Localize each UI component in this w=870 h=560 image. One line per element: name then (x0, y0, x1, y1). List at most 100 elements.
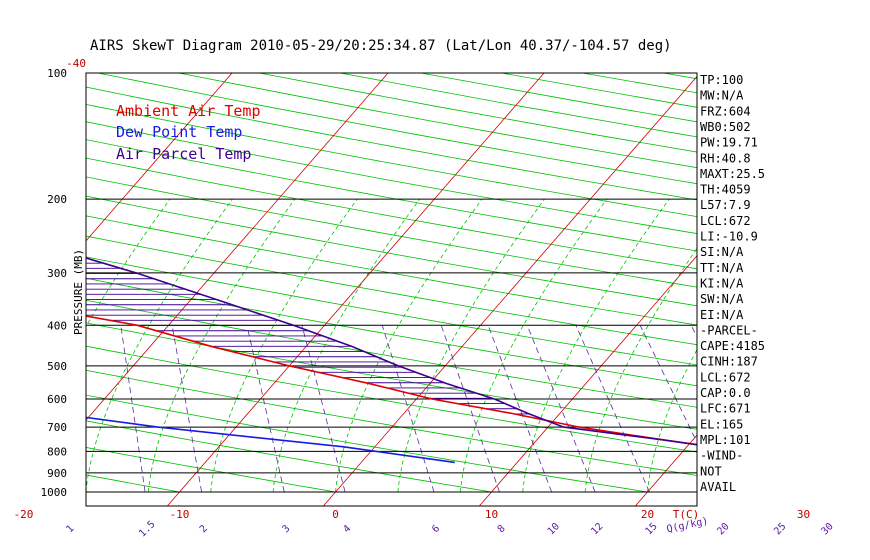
chart-title: AIRS SkewT Diagram 2010-05-29/20:25:34.8… (90, 38, 672, 54)
mixing-ratio-line (801, 325, 870, 492)
moist-adiabat (772, 199, 870, 492)
dry-adiabat (86, 277, 697, 387)
moist-adiabat (86, 198, 171, 328)
temp-tick-label: -20 (14, 508, 34, 521)
isotherm (167, 73, 545, 506)
mixing-ratio-line (120, 325, 146, 493)
isotherm (479, 255, 697, 506)
dewpoint-line (86, 416, 455, 464)
index-label: RH:40.8 (700, 151, 751, 165)
mixing-ratio-line (526, 325, 596, 493)
isotherm (0, 73, 76, 506)
moist-adiabat (522, 198, 670, 493)
mixing-ratio-tick-label: 30 (819, 521, 835, 537)
dry-adiabat (86, 139, 697, 252)
index-label: MW:N/A (700, 89, 744, 103)
moist-adiabat (147, 198, 296, 493)
dry-adiabat (86, 157, 697, 270)
plot-frame (85, 72, 698, 507)
mixing-ratio-tick-label: 2 (198, 523, 210, 535)
dry-adiabat (86, 215, 697, 326)
mixing-ratio-tick-label: 25 (772, 521, 788, 537)
moist-adiabat (584, 247, 697, 493)
moist-adiabat (210, 198, 358, 493)
index-label: -PARCEL- (700, 323, 758, 337)
mixing-ratio-tick-label: 1.5 (137, 519, 158, 540)
index-label: FRZ:604 (700, 104, 751, 118)
mixing-ratio-line (301, 325, 346, 493)
moist-adiabat (335, 198, 483, 493)
temp-tick-label: -10 (170, 508, 190, 521)
pressure-tick-label: 1000 (41, 486, 68, 499)
isotherm (323, 75, 697, 506)
mixing-ratio-tick-label: 6 (430, 523, 442, 535)
legend-parcel: Air Parcel Temp (116, 145, 251, 163)
dry-adiabat (86, 235, 697, 346)
moist-adiabat (397, 198, 545, 493)
index-label: AVAIL (700, 480, 736, 494)
index-label: L57:7.9 (700, 198, 751, 212)
top-temp-tick-label: -40 (66, 57, 86, 70)
mixing-ratio-line (246, 325, 285, 493)
pressure-tick-label: 300 (47, 267, 67, 280)
dry-adiabat (340, 73, 697, 138)
mixing-ratio-tick-label: 8 (496, 523, 508, 535)
dry-adiabat (86, 299, 697, 408)
dry-adiabat (86, 369, 697, 476)
pressure-tick-label: 700 (47, 421, 67, 434)
temp-unit-label: T(C) (673, 508, 700, 521)
temp-tick-label: 20 (641, 508, 654, 521)
pressure-tick-label: 200 (47, 193, 67, 206)
index-label: CAP:0.0 (700, 386, 751, 400)
index-label: LFC:671 (700, 402, 751, 416)
temp-tick-label: 0 (332, 508, 339, 521)
index-label: TP:100 (700, 73, 743, 87)
isotherm (86, 73, 233, 242)
pressure-tick-label: 800 (47, 445, 67, 458)
mixing-ratio-line (575, 325, 650, 493)
dry-adiabat (259, 73, 697, 153)
dry-adiabat (0, 73, 24, 492)
moist-adiabat (459, 198, 608, 493)
dry-adiabat (86, 420, 492, 493)
temp-tick-label: 30 (797, 508, 810, 521)
isotherm (791, 73, 870, 506)
dry-adiabat (86, 447, 336, 493)
index-label: EL:165 (700, 417, 743, 431)
mixing-ratio-tick-label: 12 (589, 521, 605, 537)
dry-adiabat (178, 73, 697, 169)
dry-adiabat (86, 176, 697, 288)
pressure-tick-label: 500 (47, 360, 67, 373)
moist-adiabat (272, 198, 420, 493)
index-label: PW:19.71 (700, 136, 758, 150)
mixing-ratio-tick-label: 1 (65, 523, 77, 535)
dry-adiabat (86, 195, 697, 307)
dry-adiabat (86, 345, 697, 453)
y-axis-label: PRESSURE (MB) (72, 249, 85, 335)
mixing-ratio-tick-label: 15 (643, 521, 659, 537)
legend-dewpoint: Dew Point Temp (116, 123, 242, 141)
legend-ambient: Ambient Air Temp (116, 102, 261, 120)
index-label: MAXT:25.5 (700, 167, 765, 181)
mixing-ratio-line (171, 325, 203, 493)
mixing-ratio-line (381, 325, 435, 493)
index-label: TH:4059 (700, 183, 751, 197)
index-label: WB0:502 (700, 120, 751, 134)
index-label: MPL:101 (700, 433, 751, 447)
mixing-ratio-tick-label: 10 (546, 521, 562, 537)
parcel-temp-line (86, 257, 697, 446)
index-label: LI:-10.9 (700, 230, 758, 244)
index-label: SW:N/A (700, 292, 744, 306)
index-label: KI:N/A (700, 276, 744, 290)
index-label: CINH:187 (700, 355, 758, 369)
index-label: EI:N/A (700, 308, 744, 322)
pressure-tick-label: 100 (47, 67, 67, 80)
index-label: TT:N/A (700, 261, 744, 275)
legend: Ambient Air Temp Dew Point Temp Air Parc… (116, 102, 261, 163)
mixing-ratio-tick-label: 20 (715, 521, 731, 537)
dry-adiabat (744, 73, 870, 492)
dry-adiabat (86, 394, 648, 493)
pressure-tick-label: 900 (47, 467, 67, 480)
index-label: NOT (700, 464, 722, 478)
